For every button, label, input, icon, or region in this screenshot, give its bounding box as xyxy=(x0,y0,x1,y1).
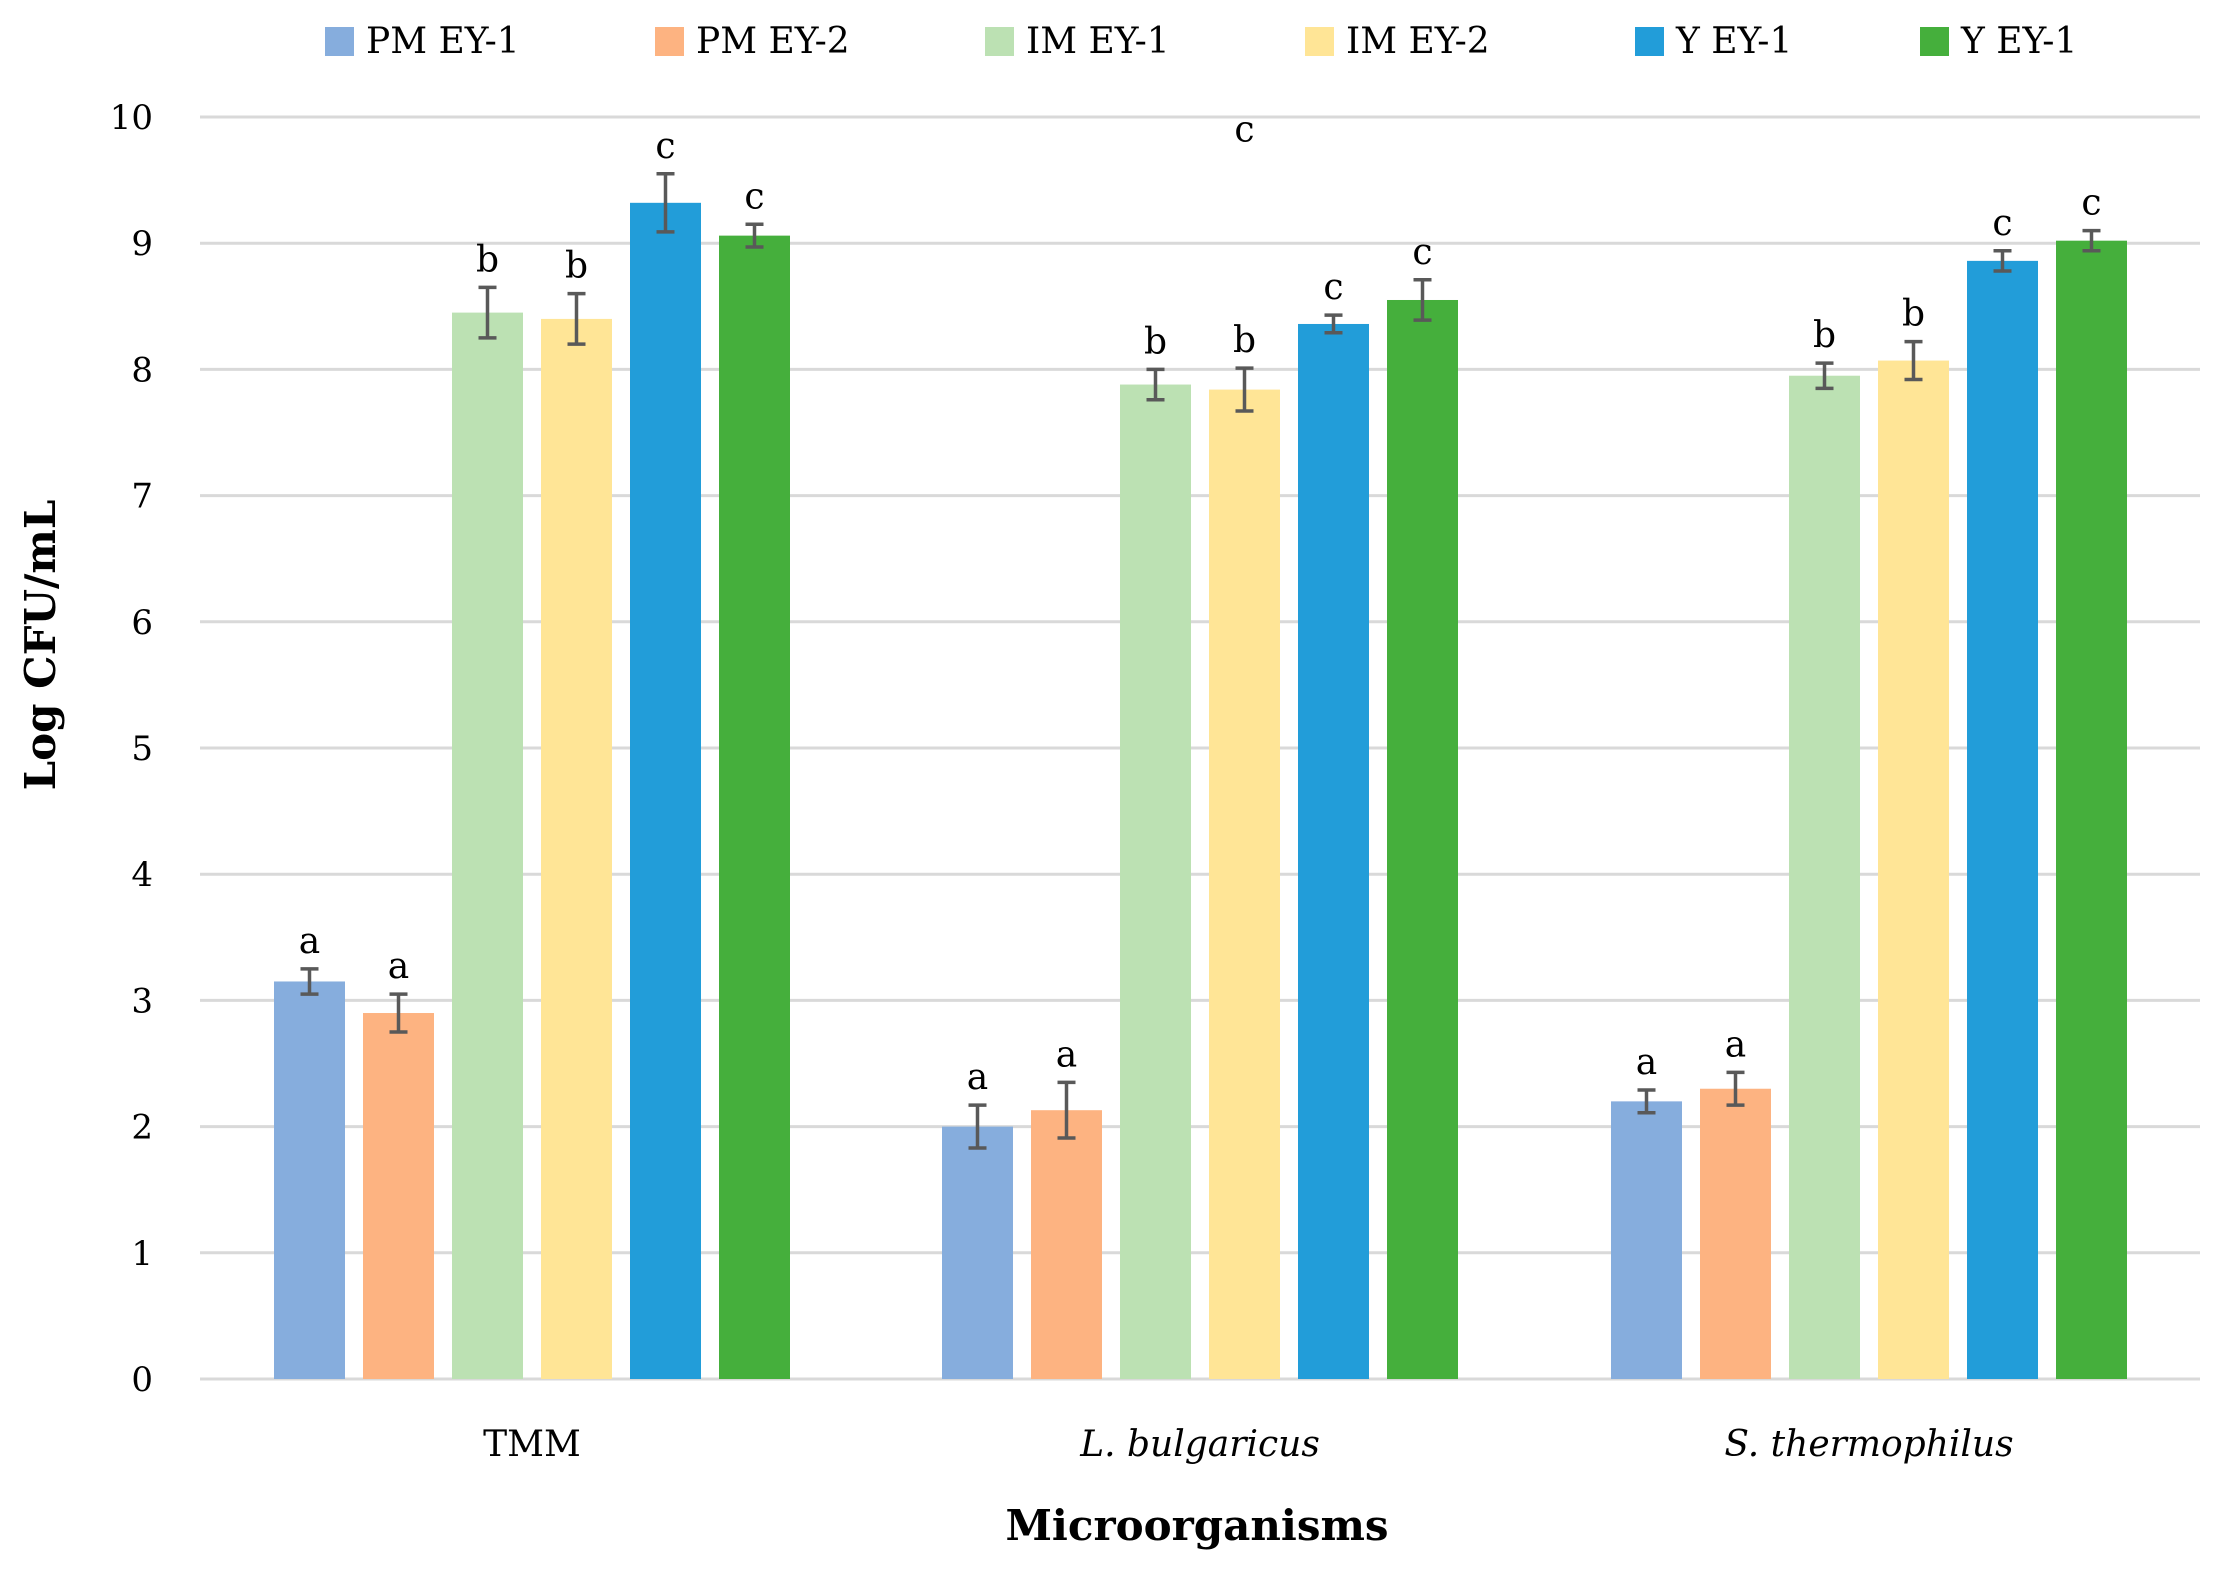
bar-2-1 xyxy=(363,1013,434,1379)
significance-label-1-1: a xyxy=(299,921,320,962)
significance-label-6-1: c xyxy=(744,176,764,217)
legend-swatch xyxy=(655,27,684,56)
bar-1-1 xyxy=(274,981,345,1379)
bar-1-3 xyxy=(1611,1101,1682,1379)
significance-label-3-3: b xyxy=(1813,315,1836,356)
y-tick-label-10: 10 xyxy=(110,98,153,138)
bars xyxy=(274,202,2127,1380)
significance-label-6-3: c xyxy=(2081,183,2101,224)
legend-swatch xyxy=(1635,27,1664,56)
error-bar-1-1 xyxy=(300,967,319,996)
significance-label-1-2: a xyxy=(967,1057,988,1098)
error-bar-4-2 xyxy=(1235,366,1254,413)
legend-item-1: PM EY-1 xyxy=(325,21,520,62)
significance-label-4-1: b xyxy=(565,246,588,287)
bar-5-1 xyxy=(630,202,701,1379)
y-axis-title: Log CFU/mL xyxy=(16,500,65,791)
bar-6-3 xyxy=(2056,240,2127,1379)
x-axis-title: Microorganisms xyxy=(1005,1501,1388,1550)
error-bar-3-3 xyxy=(1815,361,1834,391)
significance-label-3-1: b xyxy=(476,239,499,280)
bar-3-3 xyxy=(1789,375,1860,1380)
bar-6-2 xyxy=(1387,299,1458,1379)
significance-label-5-1: c xyxy=(655,126,675,167)
error-bar-3-1 xyxy=(478,285,497,340)
legend-swatch xyxy=(985,27,1014,56)
significance-label-4-3: b xyxy=(1902,294,1925,335)
y-tick-label-6: 6 xyxy=(131,603,153,643)
error-bar-6-3 xyxy=(2082,228,2101,253)
legend-label: IM EY-2 xyxy=(1346,21,1490,62)
category-label-3: S. thermophilus xyxy=(1724,1424,2013,1465)
legend-swatch xyxy=(1305,27,1334,56)
legend-item-6: Y EY-1 xyxy=(1920,21,2077,62)
significance-label-3-2: b xyxy=(1144,321,1167,362)
significance-label-1-3: a xyxy=(1636,1042,1657,1083)
error-bar-2-2 xyxy=(1057,1080,1076,1140)
legend-swatch xyxy=(1920,27,1949,56)
significance-label-5-3: c xyxy=(1992,203,2012,244)
legend-label: PM EY-1 xyxy=(366,21,520,62)
bar-1-2 xyxy=(942,1126,1013,1379)
significance-labels: a a a a a a b b b b b b c c c c c c c xyxy=(299,110,2102,1099)
error-bars xyxy=(300,172,2101,1150)
error-bar-3-2 xyxy=(1146,367,1165,402)
gridlines xyxy=(200,115,2200,1381)
error-bar-4-1 xyxy=(567,291,586,346)
error-bar-4-3 xyxy=(1904,339,1923,382)
legend-label: PM EY-2 xyxy=(696,21,850,62)
significance-label-2-1: a xyxy=(388,946,409,987)
category-label-1: TMM xyxy=(483,1424,581,1465)
legend-label: Y EY-1 xyxy=(1960,21,2077,62)
y-tick-label-4: 4 xyxy=(131,855,153,895)
y-tick-label-2: 2 xyxy=(131,1108,153,1148)
legend-item-4: IM EY-2 xyxy=(1305,21,1490,62)
bar-4-3 xyxy=(1878,360,1949,1379)
legend: PM EY-1 PM EY-2 IM EY-1 IM EY-2 Y EY-1 Y EY-1 xyxy=(325,21,2077,62)
error-bar-6-2 xyxy=(1413,278,1432,322)
bar-2-3 xyxy=(1700,1088,1771,1379)
bar-3-1 xyxy=(452,312,523,1379)
error-bar-5-1 xyxy=(656,172,675,234)
error-bar-5-3 xyxy=(1993,249,2012,273)
x-axis-categories: TMM L. bulgaricus S. thermophilus xyxy=(483,1424,2013,1465)
error-bar-2-1 xyxy=(389,992,408,1034)
y-tick-label-7: 7 xyxy=(131,477,153,517)
error-bar-5-2 xyxy=(1324,313,1343,335)
significance-label-4-2: b xyxy=(1233,320,1256,361)
significance-label-5-2: c xyxy=(1323,267,1343,308)
bar-3-2 xyxy=(1120,384,1191,1379)
bar-4-1 xyxy=(541,318,612,1379)
legend-swatch xyxy=(325,27,354,56)
error-bar-2-3 xyxy=(1726,1070,1745,1107)
y-tick-label-1: 1 xyxy=(131,1234,153,1274)
legend-item-5: Y EY-1 xyxy=(1635,21,1792,62)
bar-2-2 xyxy=(1031,1110,1102,1379)
legend-label: IM EY-1 xyxy=(1026,21,1170,62)
legend-item-3: IM EY-1 xyxy=(985,21,1170,62)
y-tick-label-3: 3 xyxy=(131,981,153,1021)
y-tick-label-5: 5 xyxy=(131,729,153,769)
bar-4-2 xyxy=(1209,389,1280,1379)
bar-5-2 xyxy=(1298,323,1369,1379)
y-tick-label-8: 8 xyxy=(131,350,153,390)
bar-6-1 xyxy=(719,235,790,1379)
category-label-2: L. bulgaricus xyxy=(1079,1424,1320,1465)
significance-label-6-2: c xyxy=(1412,232,1432,273)
significance-label-2-3: a xyxy=(1725,1024,1746,1065)
significance-label-2-2: a xyxy=(1056,1034,1077,1075)
y-tick-label-0: 0 xyxy=(131,1360,153,1400)
annotation-1: c xyxy=(1234,110,1254,151)
legend-item-2: PM EY-2 xyxy=(655,21,850,62)
error-bar-1-3 xyxy=(1637,1088,1656,1115)
y-tick-label-9: 9 xyxy=(131,224,153,264)
y-axis-ticks: 0 1 2 3 4 5 6 7 8 9 10 xyxy=(110,98,153,1400)
error-bar-1-2 xyxy=(968,1103,987,1150)
error-bar-6-1 xyxy=(745,222,764,249)
legend-label: Y EY-1 xyxy=(1675,21,1792,62)
bar-5-3 xyxy=(1967,260,2038,1379)
